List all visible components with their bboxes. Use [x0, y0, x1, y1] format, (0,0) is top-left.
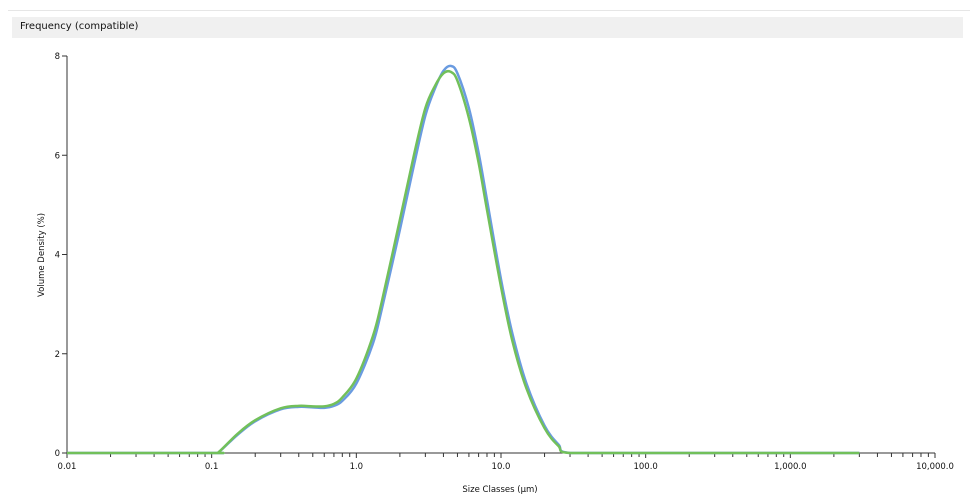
series-line-2 — [67, 69, 860, 455]
x-axis-label: Size Classes (µm) — [462, 485, 537, 495]
series-line-1 — [67, 64, 860, 455]
y-tick-label: 8 — [55, 52, 60, 62]
chart-header: Frequency (compatible) — [12, 17, 963, 38]
top-divider — [8, 10, 970, 11]
x-tick-label: 100.0 — [633, 462, 657, 472]
x-tick-label: 1,000.0 — [774, 462, 806, 472]
x-tick-label: 10,000.0 — [916, 462, 954, 472]
y-axis-label: Volume Density (%) — [37, 213, 47, 297]
x-tick-label: 1.0 — [350, 462, 364, 472]
y-tick-label: 4 — [55, 251, 60, 261]
x-tick-label: 0.1 — [205, 462, 219, 472]
y-tick-label: 6 — [55, 151, 60, 161]
y-tick-label: 2 — [55, 350, 60, 360]
x-tick-label: 10.0 — [492, 462, 511, 472]
x-tick-label: 0.01 — [58, 462, 77, 472]
chart-title: Frequency (compatible) — [20, 21, 139, 32]
y-tick-label: 0 — [55, 449, 60, 459]
